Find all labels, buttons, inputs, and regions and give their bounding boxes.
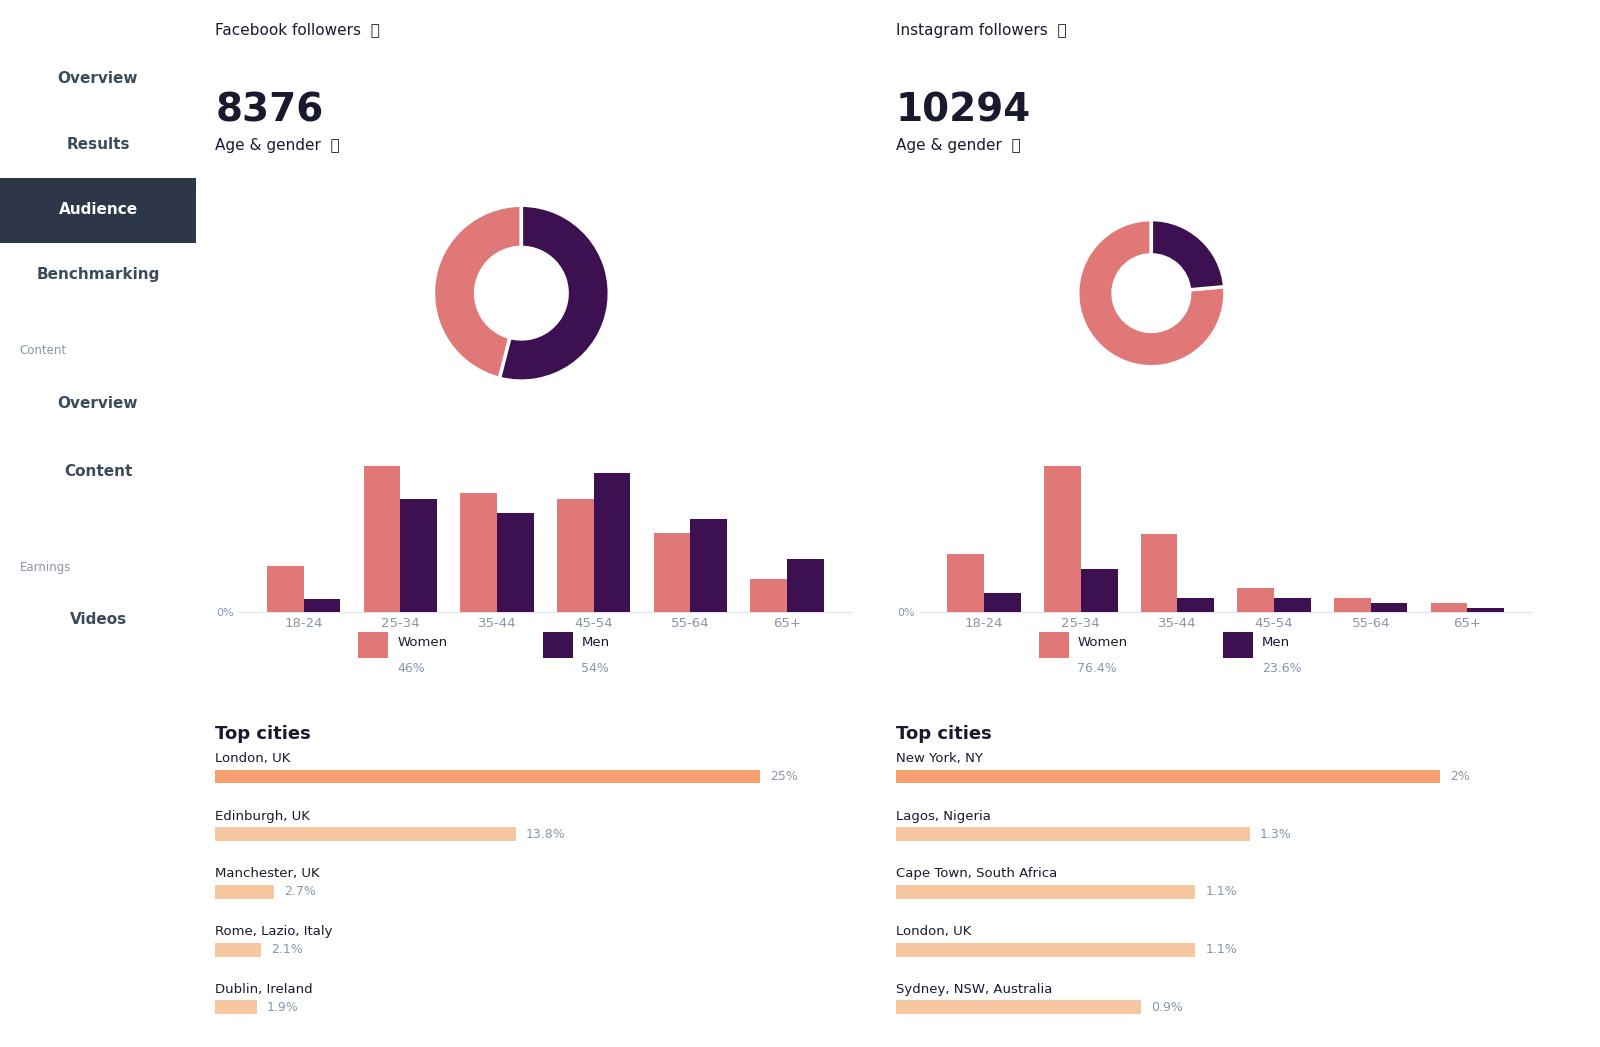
Text: Age & gender  ⓘ: Age & gender ⓘ xyxy=(214,138,339,153)
Bar xyxy=(1334,598,1371,612)
FancyBboxPatch shape xyxy=(214,942,261,957)
Bar xyxy=(787,559,824,612)
Text: Audience: Audience xyxy=(59,202,138,217)
FancyBboxPatch shape xyxy=(214,885,274,899)
FancyBboxPatch shape xyxy=(896,885,1195,899)
Text: Sydney, NSW, Australia: Sydney, NSW, Australia xyxy=(896,983,1051,996)
Text: Manchester, UK: Manchester, UK xyxy=(214,867,320,881)
Text: Top cities: Top cities xyxy=(214,726,310,743)
Text: Instagram followers  ⓘ: Instagram followers ⓘ xyxy=(896,23,1066,38)
Bar xyxy=(461,492,498,612)
Bar xyxy=(1371,603,1408,612)
Bar xyxy=(557,499,594,612)
Wedge shape xyxy=(1078,220,1226,366)
FancyBboxPatch shape xyxy=(214,770,760,783)
Text: 10294: 10294 xyxy=(896,92,1030,130)
Bar xyxy=(363,466,400,612)
Bar xyxy=(1237,588,1274,612)
Text: Overview: Overview xyxy=(58,71,138,86)
Bar xyxy=(1178,598,1214,612)
Bar xyxy=(690,519,726,612)
Text: 46%: 46% xyxy=(397,662,426,675)
FancyBboxPatch shape xyxy=(358,632,389,658)
Bar xyxy=(304,599,341,612)
FancyBboxPatch shape xyxy=(542,632,573,658)
Text: 2.7%: 2.7% xyxy=(285,886,315,898)
Text: 76.4%: 76.4% xyxy=(1077,662,1117,675)
Text: Women: Women xyxy=(397,637,446,649)
Text: 25%: 25% xyxy=(770,770,798,783)
Text: Edinburgh, UK: Edinburgh, UK xyxy=(214,809,310,823)
Text: Earnings: Earnings xyxy=(19,561,70,574)
Text: Men: Men xyxy=(1262,637,1290,649)
Text: Age & gender  ⓘ: Age & gender ⓘ xyxy=(896,138,1021,153)
Text: Top cities: Top cities xyxy=(896,726,992,743)
Bar xyxy=(984,593,1021,612)
Text: Results: Results xyxy=(66,137,130,152)
FancyBboxPatch shape xyxy=(214,827,515,841)
Text: Facebook followers  ⓘ: Facebook followers ⓘ xyxy=(214,23,381,38)
Bar xyxy=(750,579,787,612)
Text: Content: Content xyxy=(64,464,133,478)
Text: Rome, Lazio, Italy: Rome, Lazio, Italy xyxy=(214,926,333,938)
Text: 1.9%: 1.9% xyxy=(267,1001,298,1013)
Wedge shape xyxy=(1152,220,1224,290)
Text: 8376: 8376 xyxy=(214,92,323,130)
FancyBboxPatch shape xyxy=(896,827,1250,841)
Text: 13.8%: 13.8% xyxy=(526,828,566,841)
Bar xyxy=(947,554,984,612)
FancyBboxPatch shape xyxy=(896,942,1195,957)
Text: Benchmarking: Benchmarking xyxy=(37,267,160,282)
Bar xyxy=(400,499,437,612)
Text: Content: Content xyxy=(19,344,67,357)
Wedge shape xyxy=(499,205,610,381)
Bar xyxy=(1082,569,1117,612)
Text: New York, NY: New York, NY xyxy=(896,752,982,765)
Text: 2.1%: 2.1% xyxy=(270,943,302,956)
Text: Videos: Videos xyxy=(69,612,126,627)
Text: 1.3%: 1.3% xyxy=(1259,828,1291,841)
Bar xyxy=(594,472,630,612)
FancyBboxPatch shape xyxy=(1038,632,1069,658)
FancyBboxPatch shape xyxy=(214,1001,256,1015)
Text: London, UK: London, UK xyxy=(896,926,971,938)
Bar xyxy=(654,533,690,612)
Wedge shape xyxy=(434,205,522,378)
Text: 0.9%: 0.9% xyxy=(1150,1001,1182,1013)
Bar xyxy=(1467,607,1504,612)
Bar xyxy=(1141,534,1178,612)
Bar xyxy=(267,565,304,612)
Text: London, UK: London, UK xyxy=(214,752,291,765)
FancyBboxPatch shape xyxy=(896,1001,1141,1015)
Text: 1.1%: 1.1% xyxy=(1205,886,1237,898)
Text: Men: Men xyxy=(581,637,610,649)
FancyBboxPatch shape xyxy=(0,178,195,243)
FancyBboxPatch shape xyxy=(1224,632,1253,658)
Bar xyxy=(1274,598,1310,612)
Bar xyxy=(498,513,534,612)
Text: 54%: 54% xyxy=(581,662,610,675)
Text: Lagos, Nigeria: Lagos, Nigeria xyxy=(896,809,990,823)
Text: Cape Town, South Africa: Cape Town, South Africa xyxy=(896,867,1058,881)
Text: 2%: 2% xyxy=(1450,770,1470,783)
FancyBboxPatch shape xyxy=(896,770,1440,783)
Text: Overview: Overview xyxy=(58,396,138,410)
Text: Women: Women xyxy=(1077,637,1128,649)
Bar xyxy=(1045,466,1082,612)
Text: 23.6%: 23.6% xyxy=(1262,662,1301,675)
Text: Dublin, Ireland: Dublin, Ireland xyxy=(214,983,314,996)
Bar xyxy=(1430,603,1467,612)
Text: 1.1%: 1.1% xyxy=(1205,943,1237,956)
